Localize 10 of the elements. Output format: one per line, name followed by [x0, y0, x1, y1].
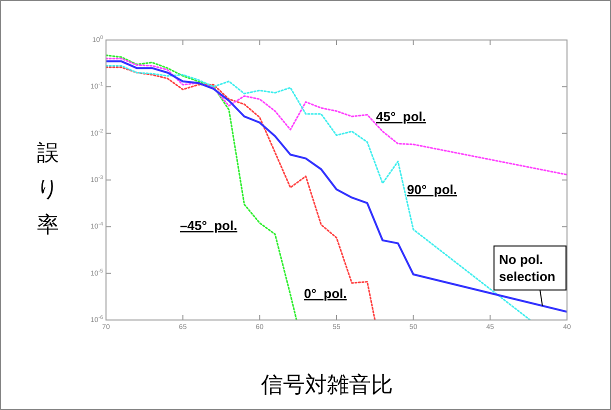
series-label: No pol. selection — [499, 252, 556, 284]
x-axis-title: 信号対雑音比 — [261, 373, 393, 398]
series-label: 45° pol. — [376, 109, 426, 124]
series-label: 90° pol. — [407, 182, 457, 197]
line-series — [106, 54, 298, 320]
y-axis-title: 誤り率 — [36, 141, 60, 238]
line-series — [106, 58, 567, 176]
series-label: –45° pol. — [180, 218, 238, 233]
line-series — [106, 66, 376, 320]
series-label: 0° pol. — [304, 286, 347, 301]
